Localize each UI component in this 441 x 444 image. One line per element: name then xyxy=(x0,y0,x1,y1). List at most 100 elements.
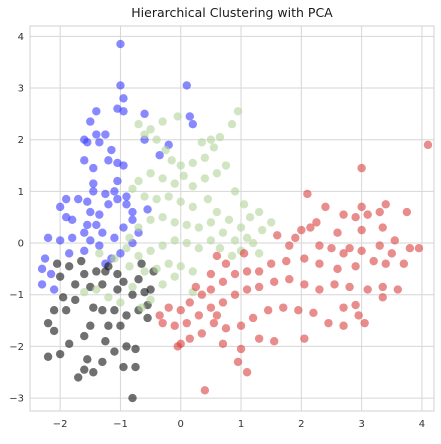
scatter-point xyxy=(255,334,263,342)
scatter-point xyxy=(134,223,142,231)
scatter-point xyxy=(177,198,185,206)
scatter-point xyxy=(186,298,194,306)
scatter-point xyxy=(357,226,365,234)
scatter-point xyxy=(89,179,97,187)
scatter-point xyxy=(255,208,263,216)
scatter-point xyxy=(122,244,130,252)
scatter-point xyxy=(403,208,411,216)
scatter-point xyxy=(77,257,85,265)
scatter-point xyxy=(210,319,218,327)
scatter-point xyxy=(406,244,414,252)
scatter-point xyxy=(143,314,151,322)
scatter-point xyxy=(183,239,191,247)
scatter-point xyxy=(143,205,151,213)
scatter-point xyxy=(192,283,200,291)
scatter-point xyxy=(164,303,172,311)
scatter-point xyxy=(351,301,359,309)
scatter-point xyxy=(89,368,97,376)
scatter-point xyxy=(195,311,203,319)
scatter-point xyxy=(195,244,203,252)
scatter-point xyxy=(80,270,88,278)
scatter-point xyxy=(158,241,166,249)
scatter-point xyxy=(65,340,73,348)
scatter-point xyxy=(243,368,251,376)
scatter-point xyxy=(128,283,136,291)
scatter-point xyxy=(92,130,100,138)
scatter-point xyxy=(98,229,106,237)
scatter-point xyxy=(134,252,142,260)
scatter-point xyxy=(113,177,121,185)
scatter-point xyxy=(146,169,154,177)
scatter-point xyxy=(216,244,224,252)
x-tick-label: 1 xyxy=(238,419,244,430)
scatter-point xyxy=(270,278,278,286)
scatter-point xyxy=(339,322,347,330)
scatter-point xyxy=(110,254,118,262)
scatter-point xyxy=(86,322,94,330)
scatter-point xyxy=(74,373,82,381)
scatter-point xyxy=(104,200,112,208)
scatter-point xyxy=(376,241,384,249)
scatter-point xyxy=(104,322,112,330)
scatter-point xyxy=(140,267,148,275)
scatter-point xyxy=(104,293,112,301)
scatter-point xyxy=(116,81,124,89)
scatter-point xyxy=(183,81,191,89)
scatter-point xyxy=(279,303,287,311)
scatter-point xyxy=(50,285,58,293)
scatter-point xyxy=(237,345,245,353)
scatter-point xyxy=(237,322,245,330)
scatter-point xyxy=(158,213,166,221)
scatter-point xyxy=(89,164,97,172)
scatter-point xyxy=(222,161,230,169)
scatter-point xyxy=(122,311,130,319)
scatter-point xyxy=(134,275,142,283)
scatter-point xyxy=(146,296,154,304)
scatter-point xyxy=(285,275,293,283)
scatter-point xyxy=(213,169,221,177)
scatter-point xyxy=(119,94,127,102)
scatter-point xyxy=(309,309,317,317)
scatter-point xyxy=(50,327,58,335)
scatter-point xyxy=(95,138,103,146)
scatter-point xyxy=(113,195,121,203)
scatter-point xyxy=(56,350,64,358)
scatter-point xyxy=(234,358,242,366)
scatter-point xyxy=(282,257,290,265)
scatter-point xyxy=(207,303,215,311)
scatter-point xyxy=(68,234,76,242)
scatter-point xyxy=(71,280,79,288)
scatter-point xyxy=(198,138,206,146)
scatter-point xyxy=(240,200,248,208)
scatter-point xyxy=(86,208,94,216)
scatter-point xyxy=(158,319,166,327)
scatter-point xyxy=(89,187,97,195)
scatter-point xyxy=(155,311,163,319)
scatter-point xyxy=(119,363,127,371)
y-tick-label: 1 xyxy=(18,187,24,198)
scatter-point xyxy=(140,192,148,200)
scatter-point xyxy=(83,355,91,363)
scatter-point xyxy=(219,229,227,237)
scatter-point xyxy=(50,306,58,314)
scatter-point xyxy=(53,260,61,268)
scatter-point xyxy=(92,107,100,115)
scatter-point xyxy=(180,172,188,180)
scatter-point xyxy=(228,120,236,128)
scatter-point xyxy=(116,298,124,306)
scatter-point xyxy=(327,244,335,252)
scatter-point xyxy=(379,223,387,231)
scatter-point xyxy=(174,112,182,120)
scatter-point xyxy=(62,195,70,203)
scatter-point xyxy=(122,342,130,350)
scatter-point xyxy=(391,236,399,244)
scatter-point xyxy=(119,278,127,286)
scatter-point xyxy=(116,40,124,48)
scatter-point xyxy=(110,187,118,195)
scatter-point xyxy=(80,247,88,255)
scatter-point xyxy=(312,218,320,226)
scatter-point xyxy=(44,353,52,361)
scatter-point xyxy=(125,234,133,242)
scatter-point xyxy=(222,324,230,332)
scatter-point xyxy=(38,265,46,273)
